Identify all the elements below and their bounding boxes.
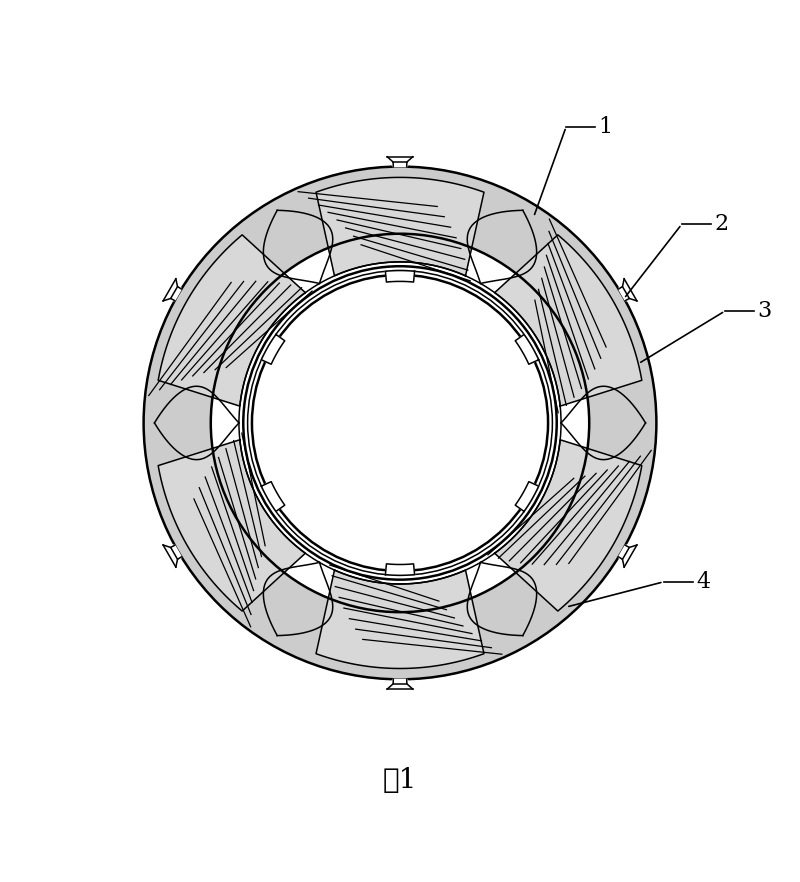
Polygon shape	[239, 262, 561, 584]
Polygon shape	[515, 334, 538, 364]
Text: 图1: 图1	[383, 767, 417, 794]
Polygon shape	[163, 545, 182, 567]
Polygon shape	[316, 570, 484, 669]
Polygon shape	[144, 167, 656, 679]
Polygon shape	[163, 279, 182, 301]
Text: 1: 1	[598, 116, 613, 138]
Polygon shape	[618, 279, 637, 301]
Text: 3: 3	[758, 300, 772, 322]
Polygon shape	[158, 235, 306, 406]
Text: 4: 4	[696, 571, 710, 593]
Polygon shape	[387, 679, 413, 689]
Polygon shape	[494, 440, 642, 611]
Polygon shape	[387, 157, 413, 167]
Polygon shape	[618, 545, 637, 567]
Polygon shape	[386, 271, 414, 282]
Polygon shape	[316, 177, 484, 276]
Polygon shape	[262, 334, 285, 364]
Circle shape	[252, 275, 548, 571]
Polygon shape	[158, 440, 306, 611]
Circle shape	[210, 234, 590, 612]
Polygon shape	[386, 564, 414, 575]
Polygon shape	[515, 482, 538, 512]
Text: 2: 2	[714, 213, 729, 235]
Polygon shape	[262, 482, 285, 512]
Polygon shape	[494, 235, 642, 406]
